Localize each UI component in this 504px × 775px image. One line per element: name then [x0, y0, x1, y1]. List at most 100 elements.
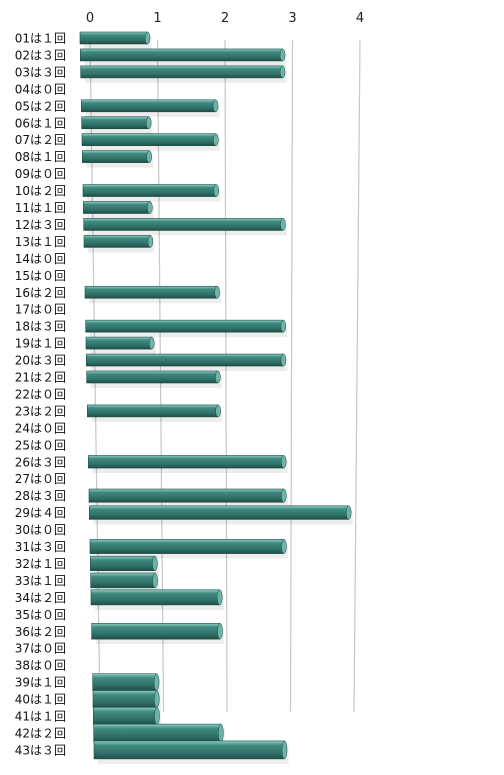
- bar-10: [82, 184, 217, 197]
- category-label: 29は４回: [15, 506, 66, 520]
- category-label: 21は２回: [15, 371, 66, 385]
- bar-7: [81, 133, 217, 146]
- bar-end-16: [214, 286, 220, 299]
- category-label: 37は０回: [15, 642, 66, 656]
- category-label: 14は０回: [15, 252, 66, 266]
- bar-end-6: [145, 116, 152, 129]
- bar-23: [87, 404, 219, 418]
- category-label: 04は０回: [15, 82, 66, 96]
- category-label: 33は１回: [15, 574, 66, 588]
- category-label: 10は２回: [15, 184, 66, 198]
- category-label: 03は３回: [15, 65, 66, 79]
- category-label: 15は０回: [15, 269, 66, 283]
- bar-42: [93, 723, 222, 743]
- bar-end-19: [149, 336, 155, 350]
- category-label: 18は３回: [15, 320, 66, 334]
- category-label: 39は１回: [15, 676, 66, 690]
- bar-end-34: [216, 589, 223, 606]
- bar-end-21: [215, 370, 221, 384]
- category-label: 24は０回: [15, 421, 66, 435]
- category-label: 38は０回: [15, 659, 66, 673]
- category-label: 27は０回: [15, 472, 66, 486]
- category-label: 20は３回: [15, 354, 66, 368]
- bar-3: [80, 65, 283, 79]
- category-label: 43は３回: [15, 743, 66, 757]
- bar-end-3: [279, 65, 286, 79]
- bar-end-43: [281, 740, 288, 760]
- bar-39: [92, 673, 157, 691]
- bar-6: [81, 116, 149, 130]
- bar-end-23: [215, 404, 221, 418]
- category-label: 26は３回: [15, 455, 66, 469]
- x-tick-label-4: 4: [356, 11, 364, 26]
- bar-34: [90, 589, 221, 606]
- category-label: 07は２回: [15, 133, 66, 147]
- bar-40: [92, 690, 158, 708]
- grid-line-3: [289, 39, 294, 713]
- bar-2: [80, 48, 283, 62]
- bar-32: [90, 555, 156, 572]
- category-label: 30は０回: [15, 523, 66, 537]
- category-label: 23は２回: [15, 404, 66, 418]
- grid-line-4: [353, 39, 361, 713]
- bar-8: [82, 150, 150, 163]
- bar-end-20: [280, 353, 287, 367]
- category-label: 36は２回: [15, 625, 66, 639]
- category-label: 08は１回: [15, 150, 66, 164]
- category-label: 02は３回: [15, 48, 66, 62]
- bar-end-2: [279, 48, 286, 62]
- bar-end-32: [152, 555, 158, 571]
- category-label: 16は２回: [15, 286, 66, 300]
- category-label: 13は１回: [15, 235, 66, 249]
- bar-end-18: [280, 319, 287, 333]
- bar-41: [93, 707, 158, 725]
- bar-end-41: [154, 707, 160, 725]
- bar-11: [83, 201, 151, 214]
- bar-end-8: [146, 150, 152, 163]
- bar-12: [83, 218, 284, 231]
- bar-end-42: [218, 723, 224, 743]
- bar-end-1: [144, 31, 151, 45]
- bar-16: [84, 285, 218, 299]
- category-label: 41は１回: [15, 710, 66, 724]
- bar-end-29: [345, 505, 352, 520]
- bar-13: [83, 235, 151, 248]
- category-label: 42は２回: [15, 726, 66, 740]
- category-label: 19は１回: [15, 337, 66, 351]
- bar-end-5: [212, 99, 219, 113]
- category-label: 25は０回: [15, 438, 66, 452]
- category-label: 35は０回: [15, 608, 66, 622]
- bar-end-26: [280, 455, 287, 469]
- category-label: 22は０回: [15, 387, 66, 401]
- bar-end-40: [154, 690, 160, 708]
- bar-end-33: [152, 572, 158, 589]
- x-tick-label-0: 0: [86, 11, 94, 26]
- bar-end-31: [281, 539, 287, 554]
- category-labels: 01は１回 02は３回 03は３回 04は０回 05は２回 06は１回 07は２回 08は１回…: [15, 32, 66, 758]
- category-label: 11は１回: [15, 201, 66, 215]
- bar-end-28: [281, 488, 287, 503]
- bar-1: [79, 31, 148, 45]
- bar-end-10: [213, 184, 220, 197]
- category-label: 31は３回: [15, 540, 66, 554]
- bar-20: [86, 353, 284, 367]
- bar-end-11: [147, 201, 153, 214]
- bar-31: [89, 539, 285, 554]
- category-label: 34は２回: [15, 591, 66, 605]
- grid-line-2: [224, 39, 228, 713]
- category-label: 28は３回: [15, 489, 66, 503]
- bar-43: [93, 740, 285, 760]
- bar-28: [88, 488, 285, 503]
- x-tick-label-2: 2: [221, 11, 229, 26]
- bar-end-12: [280, 218, 286, 231]
- category-label: 40は１回: [15, 693, 66, 707]
- x-tick-label-3: 3: [288, 11, 296, 26]
- bar-end-39: [153, 673, 160, 691]
- category-label: 06は１回: [15, 116, 66, 130]
- bar-18: [85, 319, 284, 333]
- bar-end-13: [147, 235, 154, 248]
- bar-26: [88, 455, 284, 469]
- bar-33: [90, 572, 156, 589]
- category-label: 01は１回: [15, 32, 66, 46]
